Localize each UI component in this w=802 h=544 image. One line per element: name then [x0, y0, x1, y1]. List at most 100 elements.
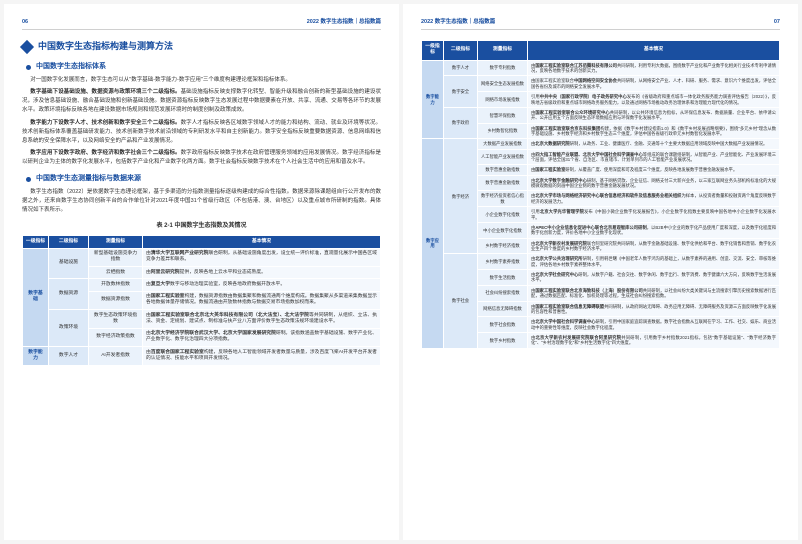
cell-desc: 由北京大学数字金融研究中心研制，基于网络贷款、企业征信、网络支付三大新兴业务，以… [528, 175, 780, 191]
cell-desc: 由百度联合国家工程实验室构建，反映各地人工智能领域开发者数量与质量，涉及百度飞桨… [143, 347, 381, 365]
cell-level2: 基础设施 [49, 248, 89, 279]
table-caption: 表 2-1 中国数字生态指数及其情况 [22, 222, 381, 231]
cell-level3: 小企业数字化指数 [478, 207, 528, 223]
cell-desc: 由国家工程实验室联合江苏佰腾科技有限公司共同研制，利用专利大数据，围绕数字产业化… [528, 60, 780, 76]
cell-desc: 由国家工程实验室联合信息无障碍联盟共同研制，从政府网站无障碍、政务应用无障碍、无… [528, 301, 780, 317]
subtitle-1: 中国数字生态指标体系 [26, 62, 381, 73]
cell-level2: 数字社会 [444, 254, 478, 348]
cell-level1: 数字能力 [23, 347, 49, 365]
cell-level2: 数据资源 [49, 279, 89, 310]
cell-desc: 由北京大学新农村发展研究院联合阿里研究院共同研制，引用数字乡村指数2021指标，… [528, 332, 780, 348]
th-l1: 一级指标 [23, 235, 49, 248]
header-title: 2022 数字生态指数｜总指数篇 [307, 18, 381, 26]
indicator-table-left: 一级指标 二级指标 测量指标 基本情况 数字基础基础设施新型基础设施竞争力指数由… [22, 235, 381, 366]
cell-level3: 网络安全生态发展指数 [478, 76, 528, 92]
table-row: 数字政府智慧环保指数由国家工程实验室联合公众环境研究中心共同研制，以公共环境信息… [422, 107, 780, 123]
para-2: 数字基础下设基础设施、数据资源与政策环境三个二级指标。基础设施指标反映支撑数字化… [22, 88, 381, 115]
cell-level2: 政策环境 [49, 310, 89, 347]
cell-desc: 由北京大学市场与网络经济研究中心联合信息经济和软件及信息服务业相关组织为样本，从… [528, 191, 780, 207]
cell-desc: 由国家工程实验室联合京东科技集团构建，依据《数字乡村建设指南1.0》和《数字乡村… [528, 123, 780, 139]
subtitle-2: 中国数字生态测量指标与数据来源 [26, 174, 381, 185]
table-row: 数字能力数字人才数字专利指数由国家工程实验室联合江苏佰腾科技有限公司共同研制，利… [422, 60, 780, 76]
page-left: 06 2022 数字生态指数｜总指数篇 中国数字生态指标构建与测算方法 中国数字… [4, 4, 399, 540]
cell-level3: 数字乡村指数 [478, 332, 528, 348]
table-row: 数字应用数字经济大数据产业发展指数由北京大数据研究院研制，从政务、工业、健康医疗… [422, 139, 780, 149]
page-right: 2022 数字生态指数｜总指数篇 07 一级指标 二级指标 测量指标 基本情况 … [403, 4, 798, 540]
th-l2: 二级指标 [444, 41, 478, 60]
th-l3: 测量指标 [478, 41, 528, 60]
cell-desc: 由四大指工智能产业联盟、北京大学中国社会科学调查中心等组成的联合课题组研制，从智… [528, 149, 780, 165]
cell-desc: 由清华大学互联网产业研究院联合研制，从基础设施角度出发，设立统一评价标准，直观量… [143, 248, 381, 266]
cell-desc: 引用北京大学光华管理学院发布《中国小微企业数字化发展报告》，小企业数字化指数主要… [528, 207, 780, 223]
cell-level3: 网络市场发展指数 [478, 92, 528, 108]
cell-level3: 数字经济政策指数 [89, 328, 143, 346]
cell-level3: 数字社会指数 [478, 317, 528, 333]
cell-level3: 乡村数字经济指数 [478, 238, 528, 254]
cell-level3: 智慧环保指数 [478, 107, 528, 123]
cell-level2: 数字经济 [444, 139, 478, 254]
cell-level2: 数字安全 [444, 76, 478, 107]
subtitle-text: 中国数字生态指标体系 [36, 62, 106, 73]
table-row: 数据资源开放数林指数由复旦大学数字与移动治理实验室，反映各地政府数据开放水平。 [23, 279, 381, 291]
cell-desc: 由国家工程实验室联合北京北大英华科技有限公司（北大法宝）、北大法学院等共同研制，… [143, 310, 381, 328]
header-title: 2022 数字生态指数｜总指数篇 [421, 18, 495, 26]
th-desc: 基本情况 [143, 235, 381, 248]
cell-desc: 引用中共中央（国家行政学院）电子政务研究中心发布的《省级政府和重点城市一体化政务… [528, 92, 780, 108]
cell-level3: 云栖指数 [89, 267, 143, 279]
cell-level3: 网络信息无障碍指数 [478, 301, 528, 317]
cell-level2: 数字政府 [444, 107, 478, 138]
cell-level3: 数字生活指数 [478, 270, 528, 286]
cell-level3: 大数据产业发展指数 [478, 139, 528, 149]
cell-level3: 数字普惠金融指数 [478, 165, 528, 175]
cell-desc: 由APEC中小企业信息化促进中心联合北京易观智库公司研制，以B2B中小企业的数字… [528, 222, 780, 238]
table-row: 数字社会乡村数字素养指数由北京大学公共治理研究所研制，引用韩世曙《中国老年人数字… [422, 254, 780, 270]
cell-desc: 由北京大学新农村发展研究院联合阿里研究院共同研制，从数字金融基础设施、数字化供给… [528, 238, 780, 254]
cell-level3: 新型基础设施竞争力指数 [89, 248, 143, 266]
cell-desc: 由北京大学经济学院联合武汉大学、北京大学国家发展研究院研制。该指数涵盖数字基础设… [143, 328, 381, 346]
section-title: 中国数字生态指标构建与测算方法 [38, 40, 173, 54]
table-row: 数字安全网络安全生态发展指数由国家工程实验室联合中国网络空间安全协会共同研制，从… [422, 76, 780, 92]
table-row: 数字基础基础设施新型基础设施竞争力指数由清华大学互联网产业研究院联合研制，从基础… [23, 248, 381, 266]
header-right: 2022 数字生态指数｜总指数篇 07 [421, 18, 780, 30]
cell-desc: 由复旦大学数字与移动治理实验室，反映各地政府数据开放水平。 [143, 279, 381, 291]
cell-desc: 由国家工程实验室联合公众环境研究中心共同研制，以公共环境信息为指标，从环保信息发… [528, 107, 780, 123]
cell-level3: 乡村数智化指数 [478, 123, 528, 139]
cell-desc: 由国家工程实验室联合北京海致科技（上海）股份有限公司共同研制，以社会纠纷大类关键… [528, 285, 780, 301]
th-l2: 二级指标 [49, 235, 89, 248]
cell-desc: 由北京大数据研究院研制，从政务、工业、健康医疗、金融、交通等十个主要大数据应用领… [528, 139, 780, 149]
th-desc: 基本情况 [528, 41, 780, 60]
table-row: 政策环境数字生态政策环境指数由国家工程实验室联合北京北大英华科技有限公司（北大法… [23, 310, 381, 328]
cell-desc: 由北京大学中国社会科学调查中心研制，引用中国家庭追踪调查数据。数字社会指数从互联… [528, 317, 780, 333]
cell-level3: 数字生态政策环境指数 [89, 310, 143, 328]
cell-level3: 开放数林指数 [89, 279, 143, 291]
cell-level3: 数字普惠金融指数 [478, 175, 528, 191]
para-5: 数字生态指数（2022）是依据数字生态理论框架，基于多渠道的分指数测量指标逐级构… [22, 188, 381, 215]
cell-level3: 中小企业数字化指数 [478, 222, 528, 238]
cell-level3: 数字专利指数 [478, 60, 528, 76]
header-left: 06 2022 数字生态指数｜总指数篇 [22, 18, 381, 30]
para-4: 数字应用下设数字政府、数字经济和数字社会三个二级指标。数字政府指标反映数字技术在… [22, 149, 381, 167]
cell-level1: 数字基础 [23, 248, 49, 346]
bullet-icon [26, 65, 31, 70]
subtitle-text: 中国数字生态测量指标与数据来源 [36, 174, 141, 185]
cell-level2: 数字人才 [444, 60, 478, 76]
cell-desc: 由国家工程实验室联合中国网络空间安全协会共同研制，从网络安全产业、人才、科研、服… [528, 76, 780, 92]
para-1: 对一国数字化发展而言，数字生态可以从"数字基础-数字能力-数字应用"三个维度构建… [22, 76, 381, 85]
cell-desc: 由阿里云研究院提供，反映各地上云水平和业态成熟度。 [143, 267, 381, 279]
cell-level3: 数字经济投资者信心指数 [478, 191, 528, 207]
cell-level3: 社会纠纷搜索指数 [478, 285, 528, 301]
page-number: 06 [22, 18, 28, 26]
cell-desc: 由北京大学公共治理研究所研制，引用韩世曙《中国老年人数字鸿沟的基础上，从数字素养… [528, 254, 780, 270]
page-number: 07 [774, 18, 780, 26]
cell-level1: 数字能力 [422, 60, 444, 139]
cell-level3: 数据资源指数 [89, 291, 143, 309]
table-row: 数字能力数字人才AI开发者指数由百度联合国家工程实验室构建，反映各地人工智能领域… [23, 347, 381, 365]
diamond-icon [20, 40, 34, 54]
para-3: 数字能力下设数字人才、技术创新和数字安全三个二级指标。数字人才指标反映各区域数字… [22, 119, 381, 146]
cell-level2: 数字人才 [49, 347, 89, 365]
title-row: 中国数字生态指标构建与测算方法 [22, 40, 381, 54]
cell-desc: 由国家工程实验室构建，数据资源指数由数据集聚和数据流通两个维度构成。数据集聚从多… [143, 291, 381, 309]
th-l3: 测量指标 [89, 235, 143, 248]
cell-level3: 人工智能产业发展指数 [478, 149, 528, 165]
indicator-table-right: 一级指标 二级指标 测量指标 基本情况 数字能力数字人才数字专利指数由国家工程实… [421, 40, 780, 348]
